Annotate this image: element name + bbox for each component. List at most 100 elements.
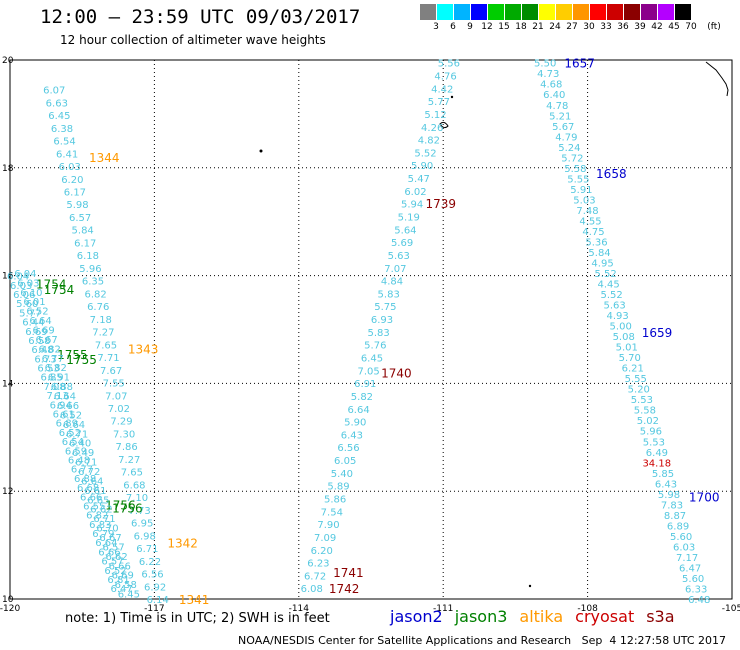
wave-height-value: 7.86 bbox=[116, 442, 138, 453]
wave-height-value: 6.71 bbox=[93, 514, 115, 525]
wave-height-value: 7.05 bbox=[357, 366, 379, 377]
wave-height-value: 5.69 bbox=[391, 238, 413, 249]
longitude-tick-label: -111 bbox=[433, 604, 453, 614]
wave-height-value: 5.98 bbox=[658, 490, 680, 501]
pass-time-label: 1659 bbox=[642, 326, 673, 340]
wave-height-value: 7.13 bbox=[47, 391, 69, 402]
wave-height-value: 6.64 bbox=[54, 392, 76, 403]
wave-height-value: 6.33 bbox=[685, 584, 707, 595]
wave-height-value: 6.82 bbox=[84, 289, 106, 300]
wave-height-value: 5.75 bbox=[374, 302, 396, 313]
wave-height-value: 7.71 bbox=[97, 353, 119, 364]
wave-height-value: 7.73 bbox=[128, 506, 150, 517]
color-scale-label: 39 bbox=[634, 22, 646, 32]
footer-credit: NOAA/NESDIS Center for Satellite Applica… bbox=[238, 634, 727, 647]
wave-height-value: 5.90 bbox=[411, 161, 433, 172]
wave-height-value: 6.43 bbox=[655, 479, 677, 490]
color-scale-label: 45 bbox=[668, 22, 680, 32]
wave-height-value: 5.83 bbox=[378, 289, 400, 300]
wave-height-value: 5.56 bbox=[438, 59, 460, 70]
wave-height-value: 4.45 bbox=[597, 280, 619, 291]
wave-height-value: 6.64 bbox=[95, 538, 117, 549]
pass-time-label: 1755 bbox=[66, 353, 97, 367]
wave-height-value: 7.55 bbox=[103, 379, 125, 390]
wave-height-value: 6.57 bbox=[102, 542, 124, 553]
color-scale-swatch bbox=[454, 4, 471, 20]
wave-height-value: 4.84 bbox=[381, 277, 403, 288]
wave-height-value: 7.17 bbox=[676, 553, 698, 564]
wave-height-value: 6.61 bbox=[53, 410, 75, 421]
wave-height-value: 5.40 bbox=[331, 469, 353, 480]
wave-height-value: 6.61 bbox=[84, 486, 106, 497]
wave-height-value: 4.42 bbox=[431, 84, 453, 95]
wave-height-value: 7.48 bbox=[576, 206, 598, 217]
wave-height-value: 4.78 bbox=[546, 101, 568, 112]
wave-height-value: 4.55 bbox=[579, 216, 601, 227]
wave-height-value: 6.45 bbox=[118, 590, 140, 601]
wave-height-value: 6.93 bbox=[371, 315, 393, 326]
wave-height-value: 6.89 bbox=[56, 419, 78, 430]
color-scale-swatch bbox=[658, 4, 675, 20]
wave-height-value: 6.14 bbox=[147, 595, 169, 606]
latitude-tick-label: 18 bbox=[2, 164, 14, 174]
wave-height-value: 34.18 bbox=[642, 458, 671, 469]
wave-height-value: 5.70 bbox=[619, 353, 641, 364]
wave-height-value: 7.27 bbox=[118, 455, 140, 466]
wave-height-value: 4.76 bbox=[434, 72, 456, 83]
wave-height-value: 5.47 bbox=[408, 174, 430, 185]
wave-height-value: 6.45 bbox=[361, 354, 383, 365]
wave-height-value: 4.82 bbox=[418, 136, 440, 147]
wave-height-value: 6.52 bbox=[26, 307, 48, 318]
color-scale-swatch bbox=[488, 4, 505, 20]
pass-time-label: 1756 bbox=[112, 501, 143, 515]
wave-height-value: 6.91 bbox=[354, 379, 376, 390]
wave-height-value: 5.77 bbox=[19, 308, 41, 319]
color-scale-label: 33 bbox=[600, 22, 612, 32]
wave-height-value: 6.83 bbox=[89, 520, 111, 531]
wave-height-value: 5.63 bbox=[388, 251, 410, 262]
wave-height-value: 5.20 bbox=[628, 385, 650, 396]
wave-height-value: 6.03 bbox=[59, 162, 81, 173]
longitude-tick-label: -108 bbox=[577, 604, 598, 614]
wave-height-value: 6.54 bbox=[53, 137, 75, 148]
wave-height-value: 6.68 bbox=[77, 483, 99, 494]
wave-height-value: 5.55 bbox=[625, 374, 647, 385]
wave-height-value: 6.66 bbox=[98, 547, 120, 558]
wave-height-value: 5.90 bbox=[344, 418, 366, 429]
wave-height-value: 5.76 bbox=[364, 341, 386, 352]
wave-height-value: 5.89 bbox=[327, 482, 349, 493]
wave-height-value: 6.62 bbox=[106, 552, 128, 563]
wave-height-value: 6.47 bbox=[110, 584, 132, 595]
wave-height-value: 6.57 bbox=[69, 213, 91, 224]
wave-height-value: 6.01 bbox=[23, 297, 45, 308]
latitude-tick-label: 14 bbox=[2, 379, 14, 389]
longitude-tick-label: -117 bbox=[144, 604, 164, 614]
wave-height-value: 6.52 bbox=[104, 566, 126, 577]
color-scale-swatch bbox=[573, 4, 590, 20]
wave-height-value: 5.24 bbox=[558, 143, 580, 154]
wave-height-value: 6.40 bbox=[543, 90, 565, 101]
color-scale-swatch bbox=[675, 4, 692, 20]
wave-height-value: 6.64 bbox=[29, 316, 51, 327]
wave-height-value: 5.60 bbox=[670, 532, 692, 543]
color-scale-swatch bbox=[471, 4, 488, 20]
wave-height-value: 6.48 bbox=[68, 455, 90, 466]
wave-height-value: 5.21 bbox=[549, 111, 571, 122]
wave-height-value: 6.35 bbox=[82, 277, 104, 288]
wave-height-value: 6.67 bbox=[99, 533, 121, 544]
wave-height-value: 6.38 bbox=[51, 124, 73, 135]
wave-height-value: 4.68 bbox=[540, 80, 562, 91]
wave-height-value: 7.65 bbox=[121, 468, 143, 479]
wave-height-value: 5.84 bbox=[588, 248, 610, 259]
wave-height-value: 5.77 bbox=[428, 97, 450, 108]
wave-height-value: 6.71 bbox=[66, 429, 88, 440]
wave-height-value: 6.54 bbox=[62, 437, 84, 448]
wave-height-value: 5.02 bbox=[637, 416, 659, 427]
wave-height-value: 6.03 bbox=[673, 542, 695, 553]
pass-time-label: 1657 bbox=[564, 57, 595, 71]
wave-height-value: 6.49 bbox=[646, 448, 668, 459]
wave-height-value: 7.27 bbox=[92, 328, 114, 339]
wave-height-value: 5.03 bbox=[573, 195, 595, 206]
wave-height-value: 5.58 bbox=[634, 406, 656, 417]
